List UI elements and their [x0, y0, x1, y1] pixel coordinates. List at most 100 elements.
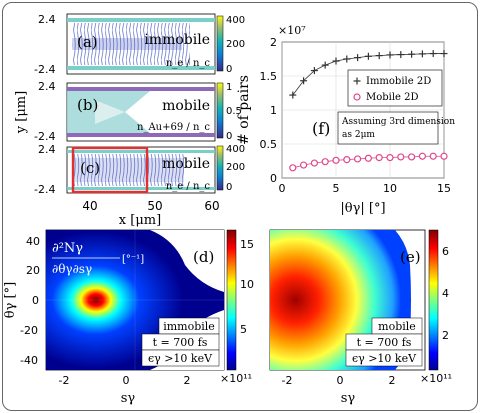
y-tick-label: 1	[270, 104, 277, 117]
cbar-c-tick: 0	[226, 182, 232, 193]
cbar-a-tick: 0	[226, 64, 232, 75]
panel-e: (e) mobile t = 700 fs ϵγ >10 keV 6 4 2 ×…	[269, 229, 452, 406]
x-tick-label: 5	[333, 182, 340, 195]
y-tick: -2.4	[34, 183, 55, 196]
panel-a-mode: immobile	[144, 32, 210, 48]
data-point	[440, 152, 448, 160]
data-point	[408, 153, 416, 161]
y-tick: 2.4	[38, 80, 56, 93]
legend-label-immobile: Immobile 2D	[366, 76, 431, 87]
data-point	[408, 50, 416, 58]
data-point	[418, 50, 426, 58]
y-tick: -2.4	[34, 130, 55, 143]
cbar-e-tick: 4	[442, 287, 449, 300]
panel-b-mode: mobile	[162, 98, 210, 114]
s-tick: 2	[184, 374, 191, 387]
panels-abc-axes: 2.4 -2.4 2.4 -2.4 2.4 -2.4 y [μm] 40 50 …	[14, 13, 220, 228]
panel-c-mode: mobile	[162, 156, 210, 172]
y-tick: -2.4	[34, 63, 55, 76]
data-point	[300, 77, 308, 85]
panel-e-tag: (e)	[400, 248, 421, 266]
s-tick: -2	[282, 374, 293, 387]
panel-d: ∂²Nγ ∂θγ∂sγ [°⁻¹] (d) immobile t = 700 f…	[3, 229, 254, 406]
formula-unit: [°⁻¹]	[122, 254, 144, 265]
cbar-d-tick: 15	[240, 238, 254, 251]
s-tick: 0	[337, 374, 344, 387]
data-point	[354, 155, 362, 163]
data-point	[354, 54, 362, 62]
pairs-chart: 0 5 10 15 0 0.5 1 1.5 2 ×10⁷ # of pairs |θγ| [°]…	[236, 24, 455, 216]
data-point	[386, 51, 394, 59]
cbar-d-tick: 5	[240, 323, 247, 336]
panel-d-energy: ϵγ >10 keV	[148, 352, 213, 365]
chart-tag: (f)	[312, 119, 330, 138]
y-tick-label: 0	[270, 172, 277, 185]
x-tick-label: 0	[279, 182, 286, 195]
y-axis-label: y [μm]	[14, 91, 29, 134]
data-point	[321, 61, 329, 69]
s-axis-label: sγ	[341, 391, 356, 406]
panel-e-time: t = 700 fs	[357, 336, 412, 349]
x-tick: 40	[82, 199, 97, 213]
panel-b-tag: (b)	[77, 96, 98, 114]
s-tick: -2	[59, 374, 70, 387]
data-point	[397, 153, 405, 161]
panel-a-tag: (a)	[77, 33, 98, 51]
theta-tick: 20	[26, 264, 40, 277]
legend-marker-mobile	[353, 93, 361, 101]
theta-axis-label: θγ [°]	[3, 282, 18, 318]
y-tick: 2.4	[38, 143, 56, 156]
theta-tick: 0	[32, 294, 39, 307]
x-tick: 50	[147, 199, 162, 213]
chart-x-label: |θγ| [°]	[340, 201, 385, 216]
y-tick: 2.4	[38, 13, 56, 26]
panel-b: (b) mobile n_Au+69 / n_c 1 0.5 0	[66, 82, 242, 142]
formula-denominator: ∂θγ∂sγ	[52, 262, 92, 276]
y-tick-label: 2	[270, 36, 277, 49]
data-point	[375, 154, 383, 162]
data-point	[321, 158, 329, 166]
panel-a-quantity: n_e / n_c	[166, 58, 211, 69]
panel-d-tag: (d)	[193, 248, 214, 266]
data-point	[386, 154, 394, 162]
data-point	[343, 55, 351, 63]
cbar-d-tick: 10	[240, 278, 254, 291]
cbar-c-tick: 400	[226, 144, 245, 155]
data-point	[375, 52, 383, 60]
data-point	[429, 50, 437, 58]
cbar-c-tick: 200	[226, 162, 245, 173]
s-tick: 2	[389, 374, 396, 387]
x-tick: 60	[204, 199, 219, 213]
data-point	[332, 57, 340, 65]
panel-e-mode: mobile	[378, 320, 416, 333]
cbar-b-tick: 0	[226, 131, 232, 142]
chart-exponent: ×10⁷	[278, 24, 306, 37]
data-point	[429, 152, 437, 160]
y-tick-label: 1.5	[260, 70, 278, 83]
cbar-e-tick: 6	[442, 245, 449, 258]
y-tick-label: 0.5	[260, 138, 278, 151]
annotation-line2: as 2μm	[342, 130, 375, 140]
chart-legend: Immobile 2D Mobile 2D	[347, 69, 443, 107]
data-point	[343, 156, 351, 164]
data-point	[440, 50, 448, 58]
panel-d-mode: immobile	[163, 320, 215, 333]
theta-tick: -40	[20, 354, 38, 367]
chart-y-label: # of pairs	[236, 75, 252, 145]
data-point	[310, 159, 318, 167]
cbar-a-tick: 400	[226, 15, 245, 26]
panel-c: (c) mobile n_e / n_c 400 200 0	[66, 144, 245, 194]
data-point	[364, 52, 372, 60]
panel-a: (a) immobile n_e / n_c 400 200 0	[66, 13, 245, 75]
legend-marker-immobile	[353, 77, 361, 85]
panel-c-tag: (c)	[80, 159, 100, 177]
panel-d-exponent: ×10¹¹	[220, 372, 252, 385]
data-point	[418, 152, 426, 160]
data-point	[289, 91, 297, 99]
annotation-box	[337, 111, 439, 145]
cbar-e-tick: 2	[442, 329, 449, 342]
data-point	[397, 51, 405, 59]
data-point	[300, 161, 308, 169]
data-point	[289, 164, 297, 172]
